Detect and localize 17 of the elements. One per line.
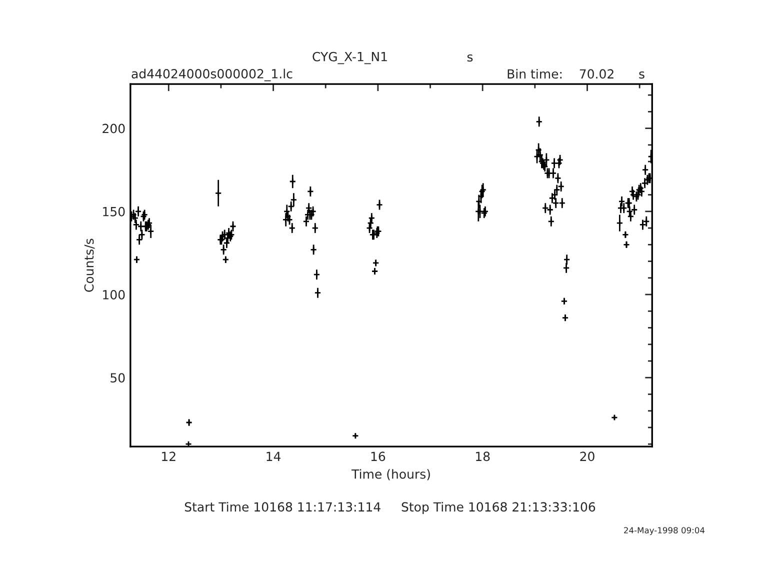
x-tick-label: 20 (580, 452, 594, 462)
y-tick-label: 200 (102, 124, 125, 134)
y-axis-title: Counts/s (84, 238, 95, 292)
x-tick-label: 12 (162, 452, 176, 461)
y-tick-label: 50 (110, 373, 125, 383)
text: ad44024000s000002_1.lc (132, 68, 292, 82)
x-tick-label: 16 (371, 452, 386, 462)
chart-title: CYG_X-1_N1 (312, 52, 387, 64)
text: Start Time 10168 11:17:13:114 Stop Time 10168 21:13:33:106 (184, 502, 596, 514)
text: 24-May-1998 09:04 (624, 527, 705, 536)
y-tick-label: 150 (103, 206, 125, 216)
y-tick-label: 100 (103, 290, 125, 300)
x-axis-title: Time (hours) (352, 469, 430, 480)
x-tick-label: 14 (266, 452, 281, 461)
text: s (467, 54, 473, 62)
text: Bin time: 70.02 s (508, 68, 644, 79)
x-tick-label: 18 (476, 452, 490, 462)
